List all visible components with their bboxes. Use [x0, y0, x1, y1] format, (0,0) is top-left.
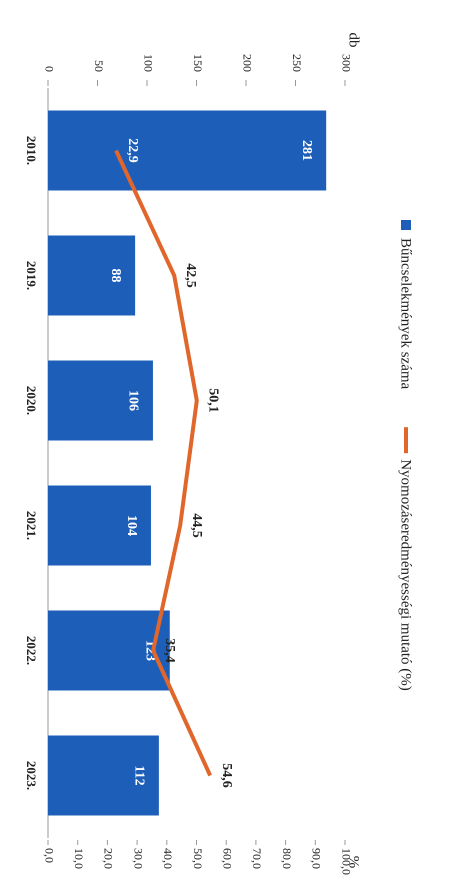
- y-tick-label: 50: [92, 60, 106, 72]
- bar: [48, 735, 159, 816]
- y-tick-label: 150: [191, 54, 205, 72]
- rotated-chart: db% 0 50 100 150 200 250 300 0,0 10,0 20,0 30,0 40,0…: [24, 33, 414, 876]
- legend-label: Nyomozáseredményességi mutató (%): [398, 459, 414, 691]
- x-tick-label: 2022.: [24, 636, 39, 665]
- y2-tick-label: 90,0: [310, 848, 324, 869]
- line-value-label: 54,6: [219, 763, 234, 788]
- y2-tick-label: 10,0: [72, 848, 86, 869]
- y2-axis-label: %: [346, 856, 362, 869]
- line-value-label: 22,9: [125, 138, 140, 163]
- y-tick-label: 250: [290, 54, 304, 72]
- x-tick-label: 2023.: [24, 761, 39, 790]
- y2-tick-label: 80,0: [280, 848, 294, 869]
- legend-swatch: [401, 220, 411, 230]
- y2-tick-label: 100,0: [339, 848, 353, 875]
- bar: [47, 610, 170, 691]
- bar-value-label: 112: [132, 765, 147, 785]
- x-tick-label: 2019.: [24, 261, 39, 290]
- line-value-label: 35,4: [162, 638, 177, 663]
- bar-value-label: 106: [126, 390, 141, 411]
- y2-tick-label: 60,0: [220, 848, 234, 869]
- y2-tick-label: 0,0: [42, 848, 56, 863]
- bar-value-label: 104: [124, 515, 139, 536]
- legend-label: Bűncselekmények száma: [398, 238, 414, 390]
- y2-tick-label: 50,0: [191, 848, 205, 869]
- y-tick-label: 200: [240, 54, 254, 72]
- bar: [47, 235, 136, 316]
- y2-tick-label: 30,0: [131, 848, 145, 869]
- bar: [48, 110, 327, 191]
- y2-tick-label: 70,0: [250, 848, 264, 869]
- x-tick-label: 2010.: [24, 136, 39, 165]
- y-axis-label: db: [346, 33, 362, 48]
- y-tick-label: 0: [42, 66, 56, 72]
- line-value-label: 42,5: [183, 263, 198, 288]
- x-tick-label: 2021.: [24, 511, 39, 540]
- line: [114, 149, 212, 777]
- bar: [48, 360, 153, 441]
- bar: [47, 485, 151, 566]
- line-value-label: 44,5: [189, 513, 204, 538]
- y2-tick-label: 20,0: [102, 848, 116, 869]
- y-tick-label: 300: [339, 54, 353, 72]
- y-tick-label: 100: [141, 54, 155, 72]
- x-tick-label: 2020.: [24, 386, 39, 415]
- line-value-label: 50,1: [206, 388, 221, 413]
- bar-value-label: 281: [299, 140, 314, 161]
- y2-tick-label: 40,0: [161, 848, 175, 869]
- bar-value-label: 88: [108, 269, 123, 283]
